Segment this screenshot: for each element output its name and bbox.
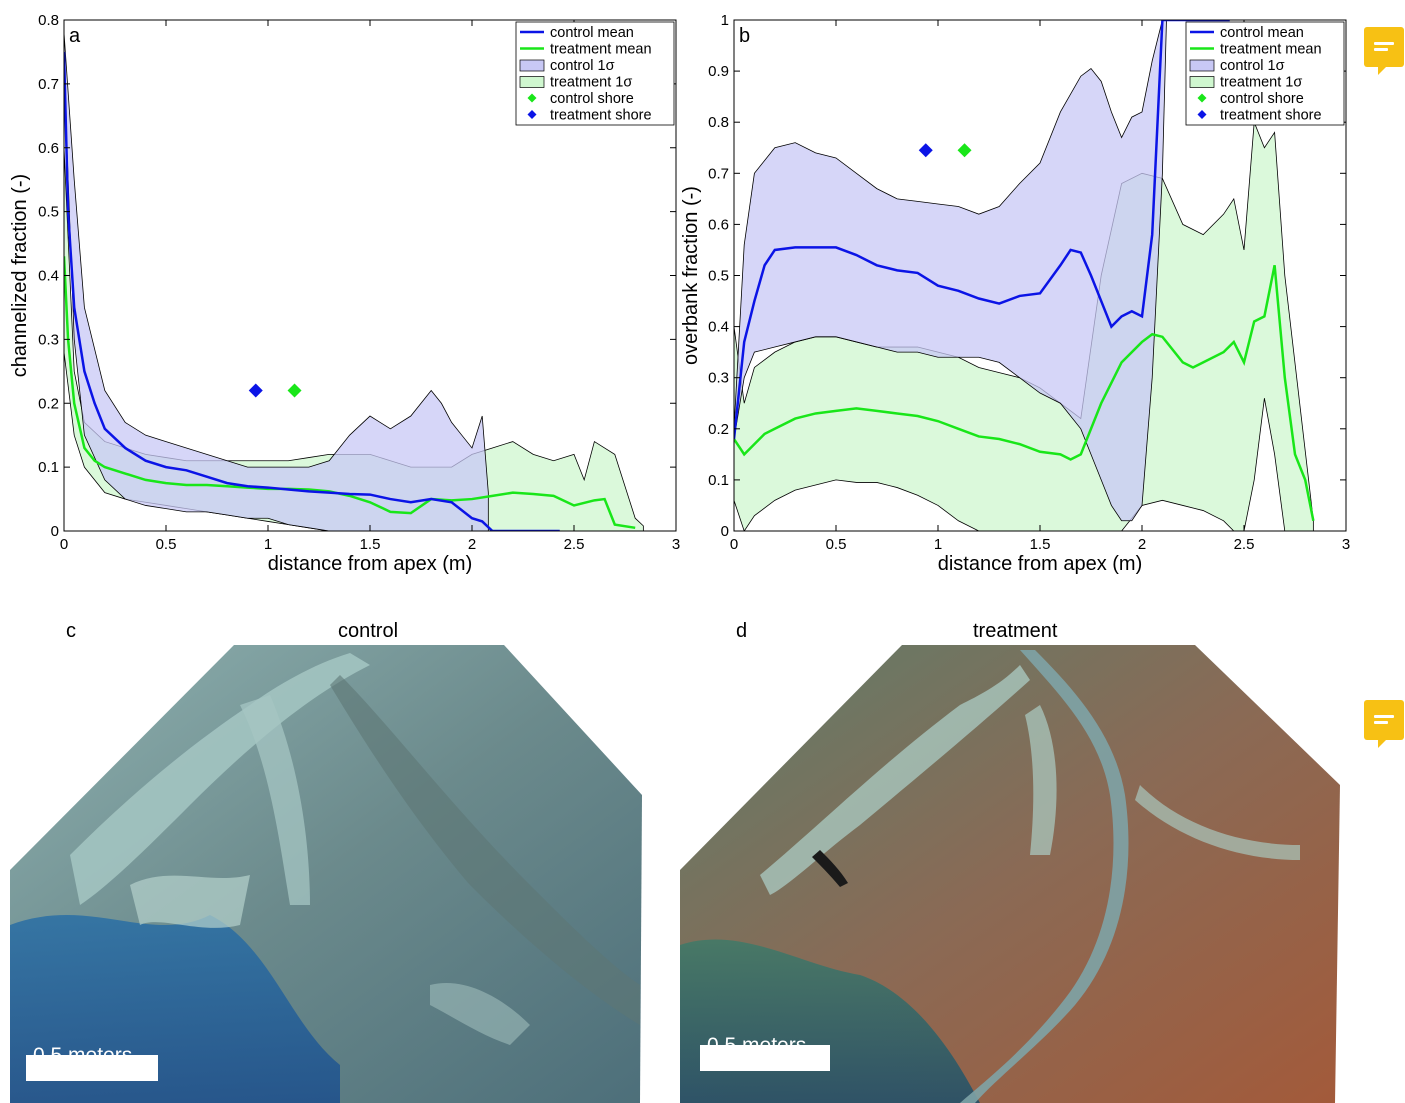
treatment-shore-marker [918, 143, 933, 158]
y-tick-label: 0.2 [708, 421, 729, 438]
legend-label: treatment 1σ [1220, 75, 1302, 91]
x-tick-label: 2.5 [1234, 536, 1255, 553]
x-tick-label: 1.5 [1030, 536, 1051, 553]
x-tick-label: 3 [1342, 536, 1350, 553]
x-axis-label: distance from apex (m) [938, 553, 1143, 575]
legend-label: control 1σ [550, 58, 615, 74]
scale-bar-d [700, 1045, 830, 1071]
legend-label: treatment shore [1220, 108, 1322, 124]
legend-label: control shore [1220, 91, 1304, 107]
legend-swatch [519, 59, 545, 72]
treatment-shore-marker [248, 383, 263, 398]
y-tick-label: 0.3 [708, 370, 729, 387]
control-mean-line [64, 51, 560, 531]
y-tick-label: 0.7 [38, 76, 59, 93]
panel-letter: a [69, 25, 81, 47]
panel-letter: b [739, 25, 750, 47]
y-axis-label: overbank fraction (-) [680, 186, 702, 365]
legend-label: treatment shore [550, 108, 652, 124]
y-tick-label: 0.4 [708, 319, 729, 336]
legend-marker [1197, 110, 1207, 119]
legend-swatch [1189, 59, 1215, 72]
scale-label-d: 0.5 meters [707, 1034, 807, 1057]
scale-label-c: 0.5 meters [33, 1044, 133, 1067]
x-tick-label: 0.5 [156, 536, 177, 553]
x-tick-label: 2.5 [564, 536, 585, 553]
treatment-delta-photo [680, 645, 1340, 1103]
panel-letter-c: c [66, 620, 76, 642]
y-tick-label: 0.1 [38, 459, 59, 476]
legend-swatch [519, 76, 545, 88]
legend-label: treatment mean [1220, 42, 1322, 58]
y-tick-label: 0.4 [38, 268, 59, 285]
control-delta-photo [10, 645, 642, 1103]
y-tick-label: 0.3 [38, 331, 59, 348]
x-tick-label: 2 [468, 536, 476, 553]
y-tick-label: 0.2 [38, 395, 59, 412]
plot-area [734, 20, 1315, 531]
y-tick-label: 0.6 [38, 140, 59, 157]
legend-label: control 1σ [1220, 58, 1285, 74]
photo-title-control: control [338, 620, 399, 642]
y-tick-label: 0.8 [708, 114, 729, 131]
comment-icon[interactable] [1364, 700, 1404, 748]
control-1sigma-band [64, 32, 489, 531]
x-tick-label: 1.5 [360, 536, 381, 553]
x-tick-label: 3 [672, 536, 680, 553]
x-tick-label: 0 [730, 536, 738, 553]
legend-marker [1197, 93, 1207, 103]
x-tick-label: 2 [1138, 536, 1146, 553]
y-tick-label: 0.6 [708, 216, 729, 233]
legend-swatch [1189, 76, 1215, 88]
x-tick-label: 1 [264, 536, 272, 553]
control-shore-marker [287, 383, 302, 398]
treatment-mean-line [734, 265, 1315, 522]
legend-label: treatment mean [550, 42, 652, 58]
legend-label: control mean [1220, 25, 1304, 41]
legend-box [515, 21, 675, 126]
x-tick-label: 0 [60, 536, 68, 553]
legend-marker [527, 110, 537, 119]
y-tick-label: 0.1 [708, 472, 729, 489]
y-tick-label: 0.9 [708, 63, 729, 80]
y-tick-label: 1 [721, 12, 729, 29]
control-mean-line [734, 20, 1230, 440]
y-tick-label: 0 [721, 523, 729, 540]
control-shore-marker [957, 143, 972, 158]
plot-area [64, 32, 644, 531]
comment-icon[interactable] [1364, 27, 1404, 75]
scale-bar-c [26, 1055, 158, 1081]
y-tick-label: 0.5 [708, 268, 729, 285]
chart-b: 0 0.5 1 1.5 2 2.5 3 0 0.1 0.2 0.3 0.4 0.5 0.6 0.7 0.8 0.… [680, 12, 1350, 575]
chart-a: 0 0.5 1 1.5 2 2.5 3 0 0.1 0.2 0.3 0.4 0.5 0.6 0.7 0.8 di… [9, 12, 680, 575]
y-tick-label: 0.8 [38, 12, 59, 29]
legend-label: control shore [550, 91, 634, 107]
legend-label: control mean [550, 25, 634, 41]
panel-letter-d: d [736, 620, 748, 642]
legend-box [1185, 21, 1345, 126]
y-axis-label: channelized fraction (-) [9, 174, 31, 377]
x-axis-label: distance from apex (m) [268, 553, 473, 575]
y-tick-label: 0 [51, 523, 59, 540]
y-tick-label: 0.7 [708, 165, 729, 182]
x-tick-label: 0.5 [826, 536, 847, 553]
photo-title-treatment: treatment [973, 620, 1058, 642]
legend-marker [527, 93, 537, 103]
treatment-mean-line [64, 256, 636, 530]
y-tick-label: 0.5 [38, 204, 59, 221]
legend-label: treatment 1σ [550, 75, 632, 91]
x-tick-label: 1 [934, 536, 942, 553]
control-1sigma-band [734, 20, 1167, 522]
